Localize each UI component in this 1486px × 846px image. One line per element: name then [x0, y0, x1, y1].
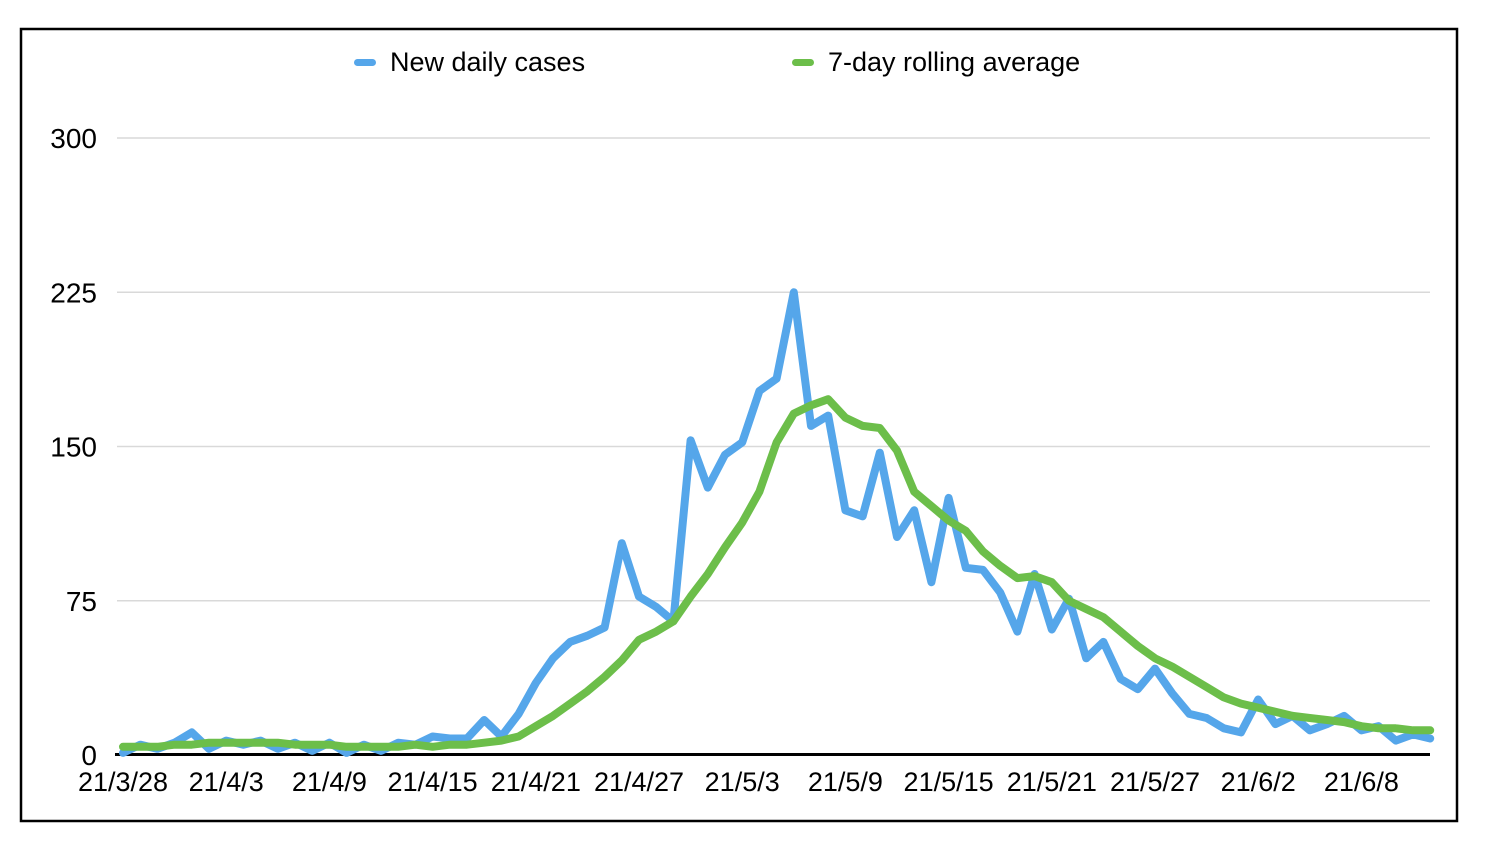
x-axis-tick-label: 21/5/9	[808, 767, 883, 797]
y-axis-tick-label: 300	[50, 123, 97, 154]
x-axis-tick-label: 21/4/15	[388, 767, 478, 797]
x-axis-tick-label: 21/5/3	[705, 767, 780, 797]
y-axis-tick-label: 75	[66, 586, 97, 617]
x-axis-tick-label: 21/4/27	[594, 767, 684, 797]
y-axis-tick-label: 225	[50, 277, 97, 308]
x-axis-tick-label: 21/5/27	[1110, 767, 1200, 797]
y-axis-tick-label: 150	[50, 432, 97, 463]
y-axis-tick-label: 0	[81, 740, 97, 771]
x-axis-tick-label: 21/5/21	[1007, 767, 1097, 797]
series-line-7-day-rolling-average	[119, 395, 1435, 751]
x-axis-tick-label: 21/6/8	[1324, 767, 1399, 797]
series-line-new-daily-cases	[119, 288, 1435, 757]
x-axis-tick-label: 21/4/21	[491, 767, 581, 797]
x-axis-tick-label: 21/4/3	[189, 767, 264, 797]
x-axis-tick-label: 21/5/15	[904, 767, 994, 797]
figure-border	[19, 27, 1459, 823]
x-axis-tick-label: 21/6/2	[1221, 767, 1296, 797]
x-axis-tick-label: 21/3/28	[78, 767, 168, 797]
x-axis-tick-label: 21/4/9	[292, 767, 367, 797]
